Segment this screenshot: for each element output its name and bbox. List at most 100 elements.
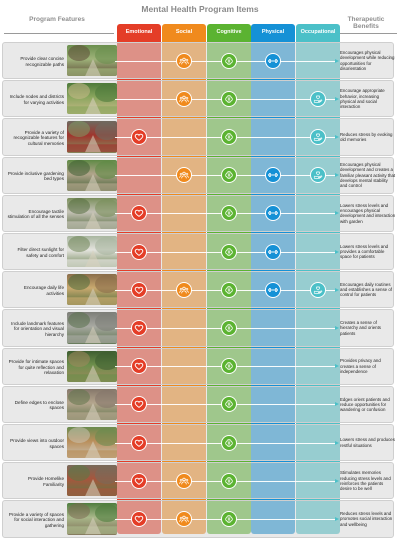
row-arrowhead — [335, 287, 339, 292]
row-arrowhead — [335, 326, 339, 331]
row-arrowhead — [335, 211, 339, 216]
table-row: Provide a variety of spaces for social i… — [2, 500, 394, 538]
brain-icon — [221, 90, 237, 107]
heart-icon — [131, 511, 147, 528]
heart-icon — [131, 358, 147, 375]
column-header-emotional: Emotional — [125, 29, 153, 35]
row-arrowhead — [335, 517, 339, 522]
therapeutic-benefit-label: Encourage appropriate behavior, increasi… — [340, 88, 385, 110]
hand-heart-icon — [310, 167, 326, 184]
garden-photo — [67, 503, 117, 535]
hand-heart-icon — [310, 90, 326, 107]
brain-icon — [221, 167, 237, 184]
garden-photo — [67, 274, 117, 306]
garden-photo — [67, 350, 117, 382]
program-feature-label: Provide for intimate spaces for quite re… — [8, 359, 64, 375]
row-arrowhead — [335, 478, 339, 483]
row-arrowhead — [335, 96, 339, 101]
row-arrowhead — [335, 135, 339, 140]
page-title: Mental Health Program Items — [141, 4, 259, 14]
brain-icon — [221, 52, 237, 69]
column-header-cognitive: Cognitive — [216, 29, 242, 35]
group-icon — [176, 52, 192, 69]
therapeutic-benefit-label: Reduces stress by evoking old memories — [340, 131, 393, 143]
group-icon — [176, 167, 192, 184]
program-feature-label: Provide clear concise recognizable paths — [20, 56, 64, 67]
row-arrowhead — [335, 440, 339, 445]
program-feature-label: Include landmark features for orientatio… — [11, 320, 64, 337]
garden-photo — [67, 121, 117, 153]
program-feature-label: Provide Homelike Familiarity — [28, 476, 64, 487]
program-feature-label: Encourage tactile stimulation of all the… — [7, 209, 64, 220]
brain-icon — [221, 396, 237, 413]
garden-photo — [67, 312, 117, 344]
row-arrowhead — [335, 364, 339, 369]
therapeutic-benefit-label: Edges orient patients and reduce opportu… — [340, 396, 390, 413]
brain-icon — [221, 434, 237, 451]
therapeutic-benefit-label: Creates a sense of hierarchy and orients… — [340, 320, 382, 336]
therapeutic-benefit-label: Encourages physical development and crea… — [340, 162, 396, 189]
dumbbell-icon — [265, 52, 281, 69]
program-feature-label: Provide a variety of spaces for social i… — [8, 511, 64, 528]
program-feature-label: Encourage daily life activities — [23, 285, 64, 296]
row-arrowhead — [335, 249, 339, 254]
brain-icon — [221, 243, 237, 260]
therapeutic-benefit-label: Lowers stress levels and encourages phys… — [340, 203, 396, 224]
hand-heart-icon — [310, 129, 326, 146]
program-feature-label: Include nodes and districts for varying … — [9, 94, 64, 105]
therapeutic-benefit-label: Reduces stress levels and promotes socia… — [340, 511, 393, 527]
therapeutic-benefit-label: Lowers stress and produces restful situa… — [340, 437, 395, 448]
table-row: Include nodes and districts for varying … — [2, 80, 394, 118]
program-feature-label: Provide a variety of recognizable featur… — [13, 129, 64, 146]
program-features-header: Program Features — [29, 16, 85, 23]
table-row: Provide clear concise recognizable paths… — [2, 42, 395, 80]
heart-icon — [131, 472, 147, 489]
brain-icon — [221, 129, 237, 146]
garden-photo — [67, 159, 117, 191]
dumbbell-icon — [265, 281, 281, 298]
left-header-rule — [4, 33, 114, 34]
garden-photo — [67, 197, 117, 230]
therapeutic-benefit-label: Lowers stress levels and provides a comf… — [340, 243, 389, 260]
program-feature-label: Define edges to enclose spaces — [14, 400, 64, 411]
right-header-rule — [333, 33, 397, 34]
dumbbell-icon — [265, 167, 281, 184]
table-row: Provide inclusive gardening bed types Enc… — [2, 156, 396, 194]
column-header-occupational: Occupational — [300, 29, 336, 35]
table-row: Define edges to enclose spaces Edges orie… — [2, 385, 394, 424]
brain-icon — [221, 320, 237, 337]
program-feature-label: Filter direct sunlight for safety and co… — [17, 247, 64, 258]
heart-icon — [131, 396, 147, 413]
therapeutic-benefit-label: Encourages physical development while re… — [340, 50, 395, 71]
table-row: Encourage daily life activities Encourage… — [2, 271, 394, 309]
dumbbell-icon — [265, 205, 281, 222]
brain-icon — [221, 281, 237, 298]
column-header-physical: Physical — [261, 29, 285, 35]
table-row: Provide Homelike Familiarity Stimulates m… — [2, 462, 394, 500]
table-row: Filter direct sunlight for safety and co… — [2, 233, 394, 271]
group-icon — [176, 511, 192, 528]
garden-photo — [67, 83, 117, 115]
hand-heart-icon — [310, 281, 326, 298]
garden-photo — [67, 45, 117, 77]
table-row: Provide a variety of recognizable featur… — [2, 118, 394, 156]
table-row: Encourage tactile stimulation of all the… — [2, 194, 396, 233]
dumbbell-icon — [265, 243, 281, 260]
therapeutic-benefit-label: Provides privacy and creates a sense of … — [340, 358, 381, 374]
program-feature-label: Provide views into outdoor spaces — [10, 438, 64, 449]
garden-photo — [67, 388, 117, 421]
table-row: Provide for intimate spaces for quite re… — [2, 347, 394, 385]
therapeutic-benefit-label: Encourages daily routines and establishe… — [340, 282, 392, 298]
brain-icon — [221, 205, 237, 222]
brain-icon — [221, 472, 237, 489]
garden-photo — [67, 465, 117, 497]
group-icon — [176, 281, 192, 298]
heart-icon — [131, 434, 147, 451]
brain-icon — [221, 511, 237, 528]
heart-icon — [131, 205, 147, 222]
brain-icon — [221, 358, 237, 375]
program-feature-label: Provide inclusive gardening bed types — [7, 170, 64, 182]
group-icon — [176, 90, 192, 107]
table-row: Include landmark features for orientatio… — [2, 309, 394, 347]
